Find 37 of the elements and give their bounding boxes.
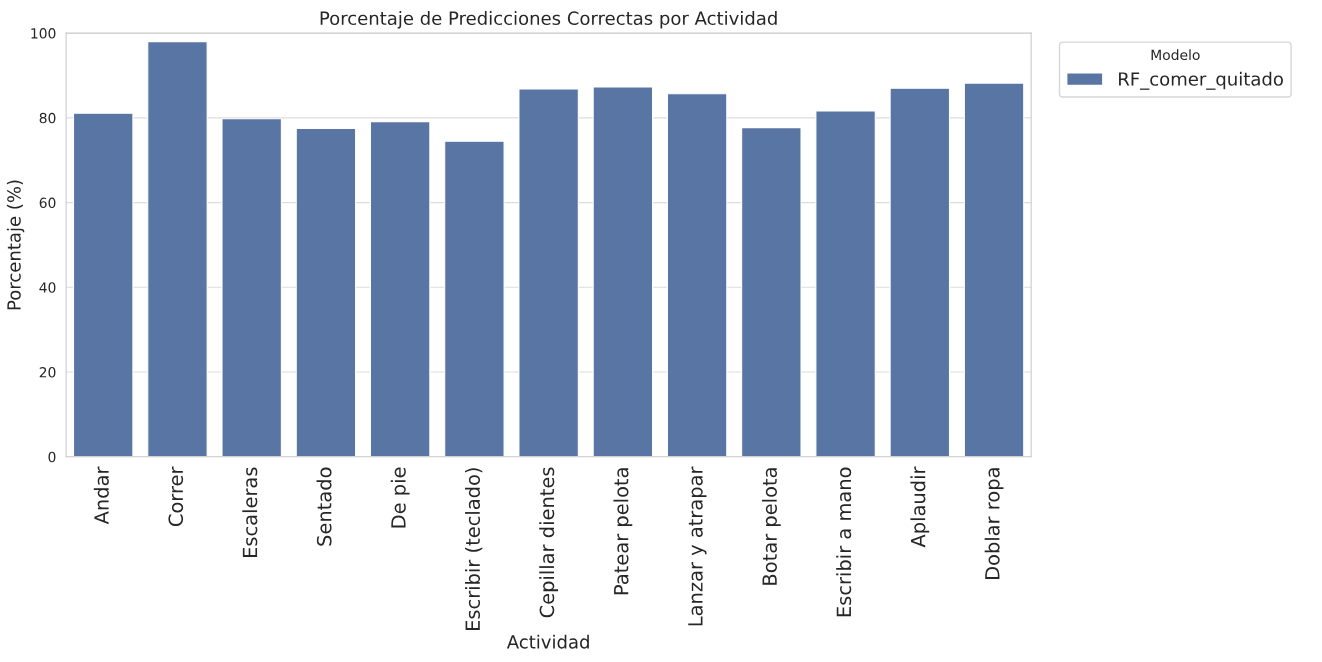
y-tick-label: 40 xyxy=(39,282,56,293)
bar xyxy=(147,41,208,457)
y-tick-label: 80 xyxy=(39,112,56,124)
x-tick-label: Correr xyxy=(168,466,184,527)
x-tick-label: Andar xyxy=(93,466,109,525)
x-tick-label: Cepillar dientes xyxy=(539,467,559,618)
y-tick-label: 0 xyxy=(48,451,56,463)
y-tick-label: 20 xyxy=(39,367,56,378)
bar xyxy=(963,82,1025,457)
x-tick-label: Sentado xyxy=(316,467,332,546)
x-tick-label: De pie xyxy=(390,467,410,528)
x-tick-label: Botar pelota xyxy=(761,468,781,585)
bar xyxy=(444,140,505,457)
y-tick-label: 100 xyxy=(31,28,56,39)
bar xyxy=(889,87,951,457)
bar xyxy=(815,110,876,457)
x-tick-label: Patear pelota xyxy=(613,468,633,595)
bar xyxy=(295,127,357,457)
x-tick-label: Doblar ropa xyxy=(984,468,1004,580)
x-tick-label: Escaleras xyxy=(242,467,258,558)
bar xyxy=(369,121,431,457)
chart-title: Porcentaje de Predicciones Correctas por Actividad xyxy=(320,11,777,29)
x-tick-label: Escribir a mano xyxy=(836,467,852,617)
y-tick-label: 60 xyxy=(39,197,56,209)
bar xyxy=(221,118,282,457)
x-tick-label: Aplaudir xyxy=(910,466,930,548)
legend-title: Modelo xyxy=(1151,49,1200,61)
bar xyxy=(666,93,728,457)
bar xyxy=(741,127,802,457)
x-tick-label: Escribir (teclado) xyxy=(464,468,483,631)
bar xyxy=(592,86,654,457)
x-axis-title: Actividad xyxy=(506,634,589,649)
bar xyxy=(518,88,579,457)
bar xyxy=(72,112,134,457)
legend-label: RF_comer_quitado xyxy=(1119,71,1283,90)
y-axis-title: Porcentaje (%) xyxy=(6,180,25,310)
x-tick-label: Lanzar y atrapar xyxy=(688,466,707,626)
